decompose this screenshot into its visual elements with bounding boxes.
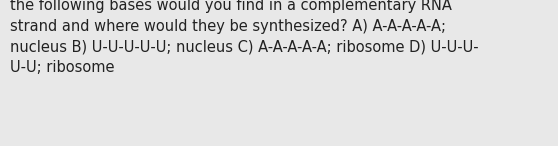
Text: Given the DNA template shown in the associated figure, which of
the following ba: Given the DNA template shown in the asso… bbox=[10, 0, 489, 75]
